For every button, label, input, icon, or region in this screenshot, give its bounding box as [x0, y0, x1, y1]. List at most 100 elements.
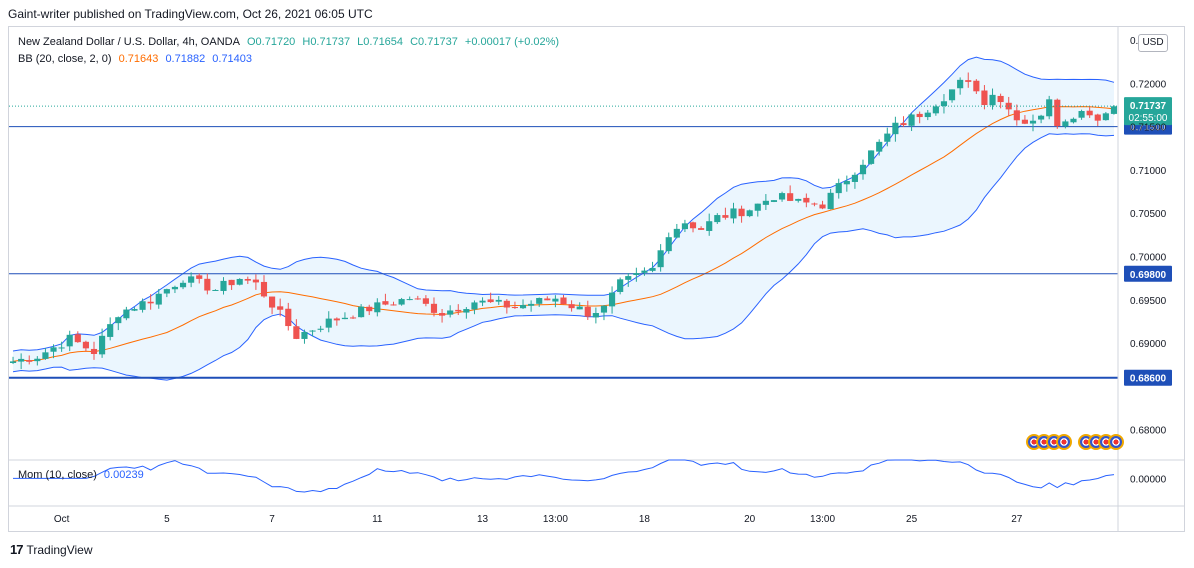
- events-flags-1[interactable]: [1026, 434, 1072, 450]
- candle-body[interactable]: [398, 299, 405, 305]
- candle-body[interactable]: [649, 268, 656, 271]
- candle-body[interactable]: [698, 228, 705, 230]
- candle-body[interactable]: [1110, 106, 1118, 114]
- candle-body[interactable]: [333, 318, 340, 321]
- candle-body[interactable]: [390, 304, 397, 306]
- candle-body[interactable]: [948, 89, 956, 101]
- candle-body[interactable]: [236, 278, 243, 285]
- candle-body[interactable]: [131, 309, 138, 311]
- candle-body[interactable]: [519, 305, 527, 309]
- candle-body[interactable]: [1021, 119, 1028, 124]
- momentum-line[interactable]: [13, 459, 1115, 493]
- candle-body[interactable]: [99, 335, 106, 355]
- candle-body[interactable]: [463, 309, 470, 313]
- candle-body[interactable]: [778, 193, 786, 200]
- candle-body[interactable]: [82, 341, 89, 349]
- candle-body[interactable]: [309, 330, 316, 332]
- candle-body[interactable]: [1038, 115, 1045, 120]
- candle-body[interactable]: [244, 278, 251, 281]
- candle-body[interactable]: [220, 280, 227, 291]
- candle-body[interactable]: [665, 237, 672, 252]
- candle-body[interactable]: [544, 298, 551, 301]
- candle-body[interactable]: [681, 223, 688, 230]
- candle-body[interactable]: [1013, 110, 1020, 121]
- candle-body[interactable]: [447, 310, 454, 315]
- candle-body[interactable]: [479, 300, 486, 303]
- candle-body[interactable]: [835, 183, 842, 194]
- candle-body[interactable]: [430, 303, 438, 313]
- bollinger-lower-line[interactable]: [12, 133, 1115, 381]
- candle-body[interactable]: [171, 286, 179, 290]
- candle-body[interactable]: [608, 292, 616, 307]
- candle-body[interactable]: [916, 113, 923, 118]
- candle-body[interactable]: [325, 318, 332, 328]
- candle-body[interactable]: [123, 309, 130, 319]
- events-flags-2[interactable]: [1078, 434, 1124, 450]
- footer-brand[interactable]: 17 TradingView: [10, 542, 93, 557]
- candle-body[interactable]: [884, 133, 891, 142]
- candle-body[interactable]: [188, 276, 195, 283]
- candle-body[interactable]: [26, 360, 33, 362]
- candle-body[interactable]: [892, 122, 899, 135]
- candle-body[interactable]: [584, 306, 591, 317]
- candle-body[interactable]: [843, 180, 850, 185]
- candle-body[interactable]: [42, 352, 49, 359]
- candle-body[interactable]: [592, 313, 599, 318]
- candle-body[interactable]: [689, 222, 697, 229]
- candle-body[interactable]: [746, 210, 753, 217]
- candle-body[interactable]: [714, 215, 721, 223]
- candle-body[interactable]: [50, 347, 57, 352]
- candle-body[interactable]: [859, 164, 867, 175]
- candle-body[interactable]: [90, 348, 98, 354]
- candle-body[interactable]: [107, 324, 114, 337]
- bollinger-basis-line[interactable]: [12, 106, 1115, 362]
- candle-body[interactable]: [811, 203, 818, 205]
- candle-body[interactable]: [617, 279, 624, 292]
- candle-body[interactable]: [552, 298, 559, 302]
- candle-body[interactable]: [989, 94, 996, 106]
- candle-body[interactable]: [706, 221, 713, 231]
- candle-body[interactable]: [625, 276, 632, 280]
- candle-body[interactable]: [366, 306, 373, 312]
- candle-body[interactable]: [115, 317, 122, 324]
- candle-body[interactable]: [673, 228, 680, 238]
- candle-body[interactable]: [657, 250, 664, 268]
- candle-body[interactable]: [957, 79, 964, 89]
- candle-body[interactable]: [439, 313, 446, 316]
- candle-body[interactable]: [787, 193, 794, 201]
- candle-body[interactable]: [487, 299, 494, 303]
- candle-body[interactable]: [568, 304, 575, 309]
- candle-body[interactable]: [511, 307, 519, 309]
- bb-label[interactable]: BB (20, close, 2, 0): [18, 53, 112, 65]
- candle-body[interactable]: [795, 198, 802, 201]
- candle-body[interactable]: [924, 112, 931, 118]
- candle-body[interactable]: [1062, 121, 1069, 127]
- candle-body[interactable]: [147, 301, 154, 304]
- currency-button[interactable]: USD: [1138, 34, 1168, 52]
- candle-body[interactable]: [536, 298, 543, 304]
- candle-body[interactable]: [997, 95, 1004, 103]
- candle-body[interactable]: [285, 308, 292, 327]
- candle-body[interactable]: [1029, 120, 1037, 124]
- candle-body[interactable]: [196, 275, 203, 279]
- candle-body[interactable]: [819, 204, 826, 209]
- candle-body[interactable]: [1078, 111, 1085, 118]
- candle-body[interactable]: [34, 358, 41, 362]
- candle-body[interactable]: [900, 123, 907, 126]
- candle-body[interactable]: [600, 305, 608, 313]
- candle-body[interactable]: [341, 317, 349, 320]
- candle-body[interactable]: [981, 90, 988, 106]
- candle-body[interactable]: [495, 299, 502, 302]
- candle-body[interactable]: [422, 298, 429, 304]
- candle-body[interactable]: [868, 150, 875, 164]
- candle-body[interactable]: [471, 302, 478, 310]
- candle-body[interactable]: [1070, 118, 1077, 123]
- candle-body[interactable]: [1102, 113, 1109, 121]
- candle-body[interactable]: [163, 289, 170, 294]
- candle-body[interactable]: [414, 298, 421, 300]
- candle-body[interactable]: [139, 301, 146, 310]
- candle-body[interactable]: [1094, 114, 1101, 121]
- candle-body[interactable]: [179, 282, 187, 288]
- candle-body[interactable]: [9, 361, 17, 364]
- candle-body[interactable]: [560, 297, 567, 305]
